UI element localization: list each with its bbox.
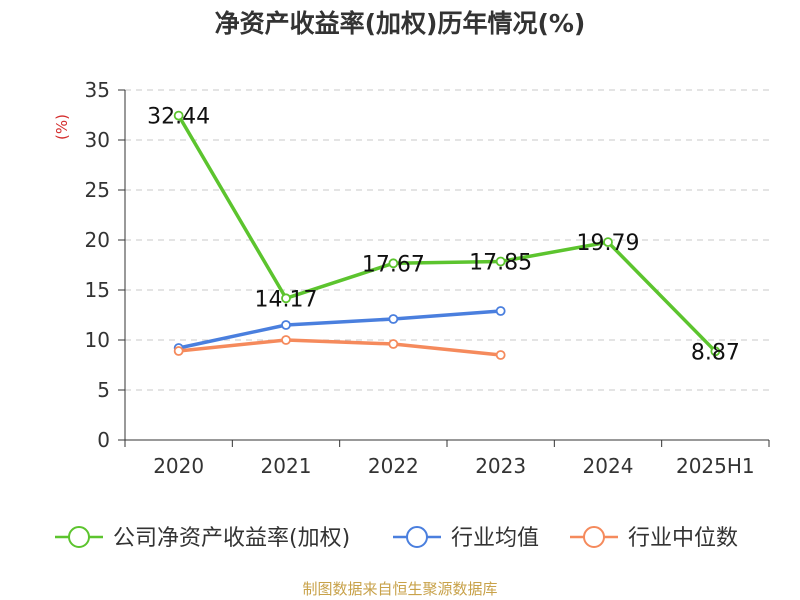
source-note: 制图数据来自恒生聚源数据库	[302, 580, 497, 598]
x-tick-label: 2023	[475, 454, 526, 478]
y-tick-label: 20	[85, 228, 110, 252]
x-tick-label: 2024	[583, 454, 634, 478]
data-point	[710, 346, 721, 357]
series-line	[176, 309, 503, 350]
data-label: 32.44	[147, 105, 210, 130]
series-line	[176, 338, 503, 357]
legend-marker	[583, 526, 605, 548]
legend-label: 行业均值	[451, 526, 539, 551]
series-line	[176, 113, 718, 354]
data-point	[173, 346, 184, 356]
data-point	[281, 335, 291, 345]
data-label: 8.87	[691, 340, 740, 365]
data-point	[388, 339, 399, 349]
y-tick-label: 35	[85, 78, 110, 102]
y-tick-label: 10	[85, 328, 110, 352]
data-label: 17.67	[362, 252, 425, 277]
data-point	[495, 306, 506, 316]
legend-label: 公司净资产收益率(加权)	[113, 526, 350, 551]
data-label: 17.85	[469, 251, 532, 276]
x-tick-label: 2025H1	[676, 454, 755, 478]
legend: 公司净资产收益率(加权) 行业均值 行业中位数	[55, 526, 738, 551]
y-axis-unit: (%)	[53, 114, 71, 140]
data-point	[173, 110, 184, 121]
data-point	[388, 258, 399, 269]
x-tick-label: 2021	[261, 454, 312, 478]
data-label: 14.17	[255, 287, 318, 312]
data-point	[495, 256, 506, 267]
legend-marker	[68, 526, 90, 548]
y-tick-label: 0	[97, 428, 110, 452]
y-tick-label: 30	[85, 128, 110, 152]
data-point	[281, 293, 291, 304]
chart-title: 净资产收益率(加权)历年情况(%)	[215, 9, 586, 38]
data-point	[603, 237, 613, 248]
legend-label: 行业中位数	[628, 526, 738, 551]
data-label: 19.79	[577, 231, 640, 256]
data-point	[495, 350, 506, 360]
data-labels: 32.44 14.17 17.67 17.85 19.79 8.87	[147, 105, 740, 366]
legend-marker	[406, 526, 428, 548]
y-tick-label: 25	[85, 178, 110, 202]
y-tick-label: 5	[97, 378, 110, 402]
series-lines	[173, 110, 721, 360]
data-point	[388, 314, 399, 324]
axes: 0 5 10 15 20 25 30 35 2020 2021 2022 2023 2024 2025H1	[85, 78, 770, 478]
x-tick-label: 2022	[368, 454, 419, 478]
grid-lines	[125, 89, 769, 391]
x-tick-label: 2020	[153, 454, 204, 478]
y-tick-label: 15	[85, 278, 110, 302]
data-point	[281, 320, 291, 330]
